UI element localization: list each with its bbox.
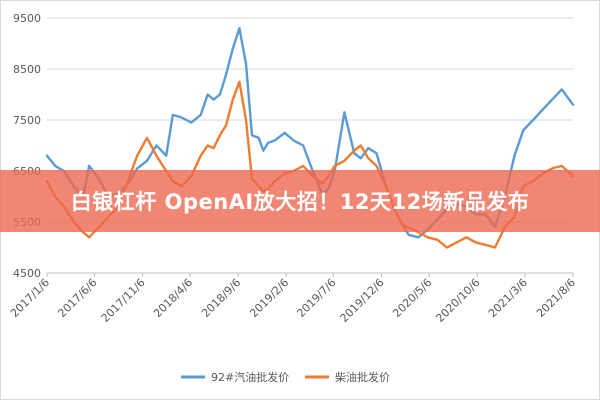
x-tick-label: 2017/1/6 [8, 276, 52, 320]
x-tick-label: 2019/2/6 [247, 276, 291, 320]
x-tick-label: 2021/3/6 [486, 276, 530, 320]
y-tick-label: 7500 [13, 114, 41, 127]
legend: 92#汽油批发价 柴油批发价 [181, 370, 390, 384]
grid-lines [47, 17, 573, 274]
headline-text: 白银杠杆 OpenAI放大招！12天12场新品发布 [70, 190, 530, 214]
x-tick-label: 2020/10/6 [433, 276, 482, 325]
y-tick-label: 9500 [13, 12, 41, 25]
legend-label: 92#汽油批发价 [211, 370, 289, 384]
y-tick-label: 4500 [13, 267, 41, 280]
x-tick-label: 2017/11/6 [99, 276, 148, 325]
x-tick-label: 2018/9/6 [199, 276, 243, 320]
x-tick-label: 2017/6/6 [55, 276, 99, 320]
x-tick-label: 2020/5/6 [390, 276, 434, 320]
x-tick-label: 2021/8/6 [534, 276, 578, 320]
axes: 4500550065007500850095002017/1/62017/6/6… [8, 12, 578, 325]
headline-banner: 白银杠杆 OpenAI放大招！12天12场新品发布 [0, 170, 600, 232]
x-tick-label: 2019/12/6 [338, 276, 387, 325]
legend-label: 柴油批发价 [335, 370, 390, 384]
x-tick-label: 2019/7/6 [294, 276, 338, 320]
y-tick-label: 8500 [13, 63, 41, 76]
x-tick-label: 2018/4/6 [151, 276, 195, 320]
